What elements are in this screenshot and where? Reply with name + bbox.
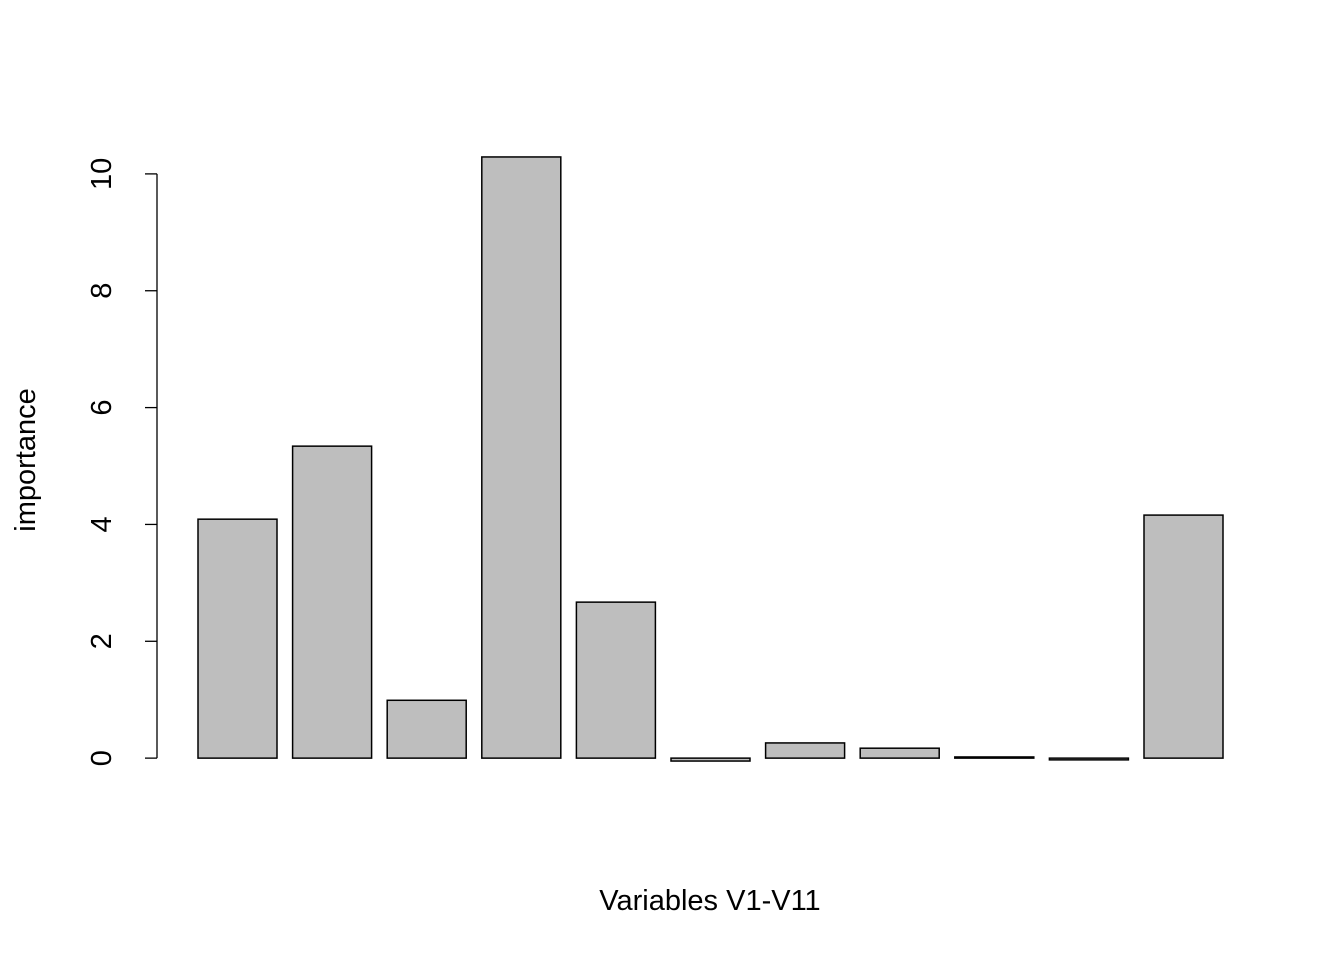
bar: [291, 445, 373, 759]
y-tick-label: 2: [86, 633, 118, 649]
bar: [1048, 757, 1130, 761]
bar: [954, 756, 1035, 759]
bar: [670, 757, 751, 762]
bar: [386, 699, 467, 759]
bar: [764, 742, 846, 759]
y-tick-label: 0: [86, 750, 118, 766]
bar: [197, 518, 278, 759]
x-axis-label: Variables V1-V11: [599, 885, 820, 917]
y-tick-label: 8: [86, 283, 118, 299]
y-tick-label: 4: [86, 516, 118, 532]
bar: [575, 601, 657, 759]
bar: [859, 747, 940, 759]
y-axis-label: importance: [10, 388, 42, 531]
bar: [481, 156, 562, 759]
bar: [1143, 514, 1224, 759]
y-tick-label: 6: [86, 400, 118, 416]
y-tick-label: 10: [86, 158, 118, 190]
